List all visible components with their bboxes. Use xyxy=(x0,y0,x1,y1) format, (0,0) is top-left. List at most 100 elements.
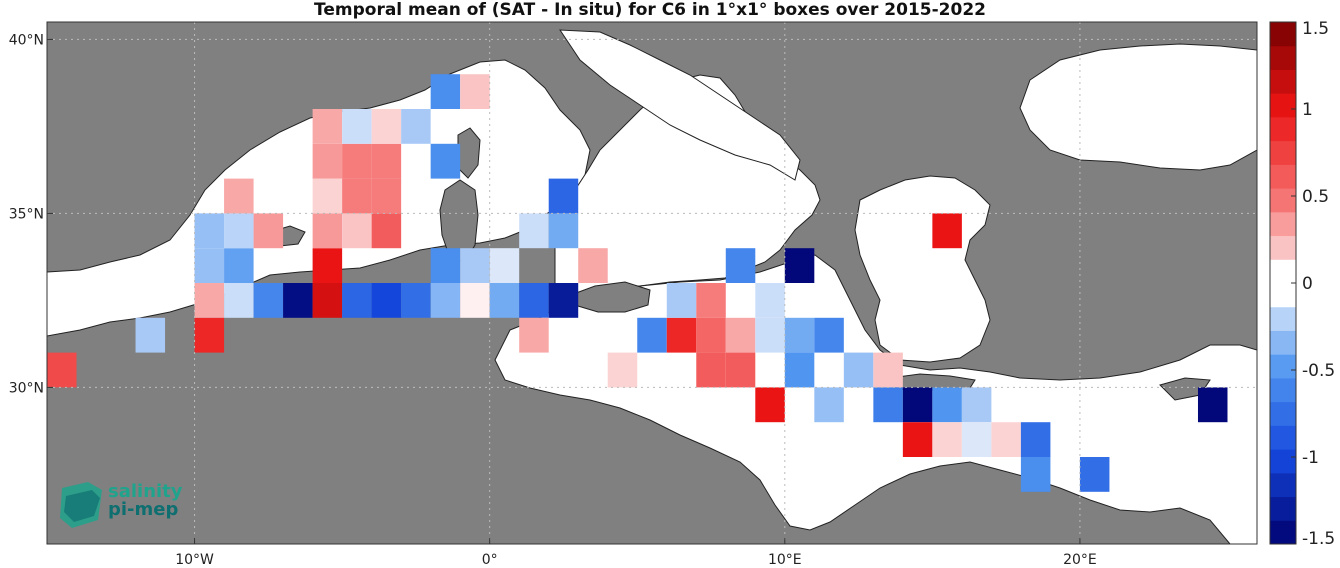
colorbar-tick-label: 1 xyxy=(1302,100,1313,120)
grid-cell xyxy=(371,143,402,179)
grid-cell xyxy=(607,352,638,388)
grid-cell xyxy=(548,283,579,318)
colorbar-swatch xyxy=(1270,377,1296,403)
grid-cell xyxy=(489,283,520,318)
grid-cell xyxy=(371,283,402,318)
map-title: Temporal mean of (SAT - In situ) for C6 … xyxy=(314,0,986,20)
grid-cell xyxy=(1197,387,1228,423)
grid-cell xyxy=(814,317,844,353)
colorbar-swatch xyxy=(1270,116,1296,142)
logo-text-salinity: salinity xyxy=(108,481,183,502)
grid-cell xyxy=(902,387,933,423)
colorbar-swatch xyxy=(1270,330,1296,355)
x-tick-label: 20°E xyxy=(1063,552,1097,568)
grid-cell xyxy=(1020,457,1051,492)
grid-cell xyxy=(194,283,225,318)
grid-cell xyxy=(342,109,372,144)
grid-cell xyxy=(430,74,461,109)
grid-cell xyxy=(312,143,343,179)
graticule xyxy=(47,22,1257,544)
grid-cell xyxy=(696,283,726,318)
colorbar-swatch xyxy=(1270,164,1296,189)
grid-cell xyxy=(873,387,903,423)
y-tick-label: 30°N xyxy=(9,380,44,396)
sicily-island xyxy=(567,281,651,313)
salinity-pi-mep-logo: salinity pi-mep xyxy=(58,480,198,530)
grid-cell xyxy=(430,283,461,318)
colorbar-tick-label: 0 xyxy=(1302,274,1313,294)
grid-cell xyxy=(666,283,697,318)
grid-cell xyxy=(460,74,490,109)
grid-cell xyxy=(194,248,225,283)
grid-cell xyxy=(47,352,77,388)
grid-cell xyxy=(253,213,284,249)
y-tick-label: 35°N xyxy=(9,206,44,222)
grid-cell xyxy=(460,248,490,283)
grid-cell xyxy=(666,317,697,353)
grid-cell xyxy=(371,109,402,144)
colorbar-ticks: 1.5 1 0.5 0 -0.5 -1 -1.5 xyxy=(1291,19,1335,549)
grid-cell xyxy=(843,352,874,388)
adriatic-sea xyxy=(559,29,801,181)
grid-cell xyxy=(991,422,1021,457)
grid-cell xyxy=(784,317,815,353)
grid-cell xyxy=(578,248,608,283)
grid-cell xyxy=(519,283,549,318)
grid-cell xyxy=(1079,457,1110,492)
x-tick-label: 10°E xyxy=(768,552,802,568)
grid-cell xyxy=(312,178,343,214)
grid-cell xyxy=(194,213,225,249)
colorbar-tick-label: 1.5 xyxy=(1302,19,1329,39)
grid-cell xyxy=(135,317,166,353)
grid-cell xyxy=(283,283,313,318)
grid-cell xyxy=(548,178,579,214)
colorbar-swatch xyxy=(1270,45,1296,70)
y-axis-ticks: 40°N 35°N 30°N xyxy=(9,32,53,396)
colorbar-swatch xyxy=(1270,69,1296,94)
grid-cell xyxy=(961,387,992,423)
x-tick-label: 0° xyxy=(482,552,498,568)
grid-cell xyxy=(755,317,785,353)
grid-cell xyxy=(342,213,372,249)
grid-cell xyxy=(873,352,903,388)
grid-cell xyxy=(814,387,844,423)
grid-cell xyxy=(401,283,431,318)
colorbar-swatch xyxy=(1270,425,1296,450)
colorbar-swatch xyxy=(1270,496,1296,521)
colorbar-swatch xyxy=(1270,306,1296,331)
colorbar-swatch xyxy=(1270,235,1296,260)
black-sea xyxy=(1019,43,1257,171)
data-cells-layer xyxy=(47,74,1228,492)
x-tick-label: 10°W xyxy=(175,552,214,568)
colorbar-tick-label: -0.5 xyxy=(1302,361,1335,381)
grid-cell xyxy=(961,422,992,457)
grid-cell xyxy=(430,143,461,179)
grid-cell xyxy=(1020,422,1051,457)
grid-cell xyxy=(637,317,667,353)
y-tick-label: 40°N xyxy=(9,32,44,48)
grid-cell xyxy=(932,213,962,249)
grid-cell xyxy=(342,178,372,214)
colorbar-swatch xyxy=(1270,283,1296,308)
grid-cell xyxy=(784,248,815,283)
grid-cell xyxy=(224,248,254,283)
logo-text-pi-mep: pi-mep xyxy=(108,499,179,520)
grid-cell xyxy=(784,352,815,388)
grid-cell xyxy=(932,387,962,423)
colorbar-swatch xyxy=(1270,188,1296,213)
colorbar-swatches xyxy=(1270,22,1296,545)
grid-cell xyxy=(460,283,490,318)
colorbar-swatch xyxy=(1270,401,1296,426)
grid-cell xyxy=(548,213,579,249)
colorbar-swatch xyxy=(1270,93,1296,118)
grid-cell xyxy=(401,109,431,144)
grid-cell xyxy=(342,283,372,318)
colorbar-swatch xyxy=(1270,449,1296,474)
colorbar-swatch xyxy=(1270,354,1296,379)
grid-cell xyxy=(725,248,756,283)
grid-cell xyxy=(312,283,343,318)
colorbar-swatch xyxy=(1270,211,1296,237)
grid-cell xyxy=(312,213,343,249)
colorbar-swatch xyxy=(1270,259,1296,284)
grid-cell xyxy=(342,143,372,179)
